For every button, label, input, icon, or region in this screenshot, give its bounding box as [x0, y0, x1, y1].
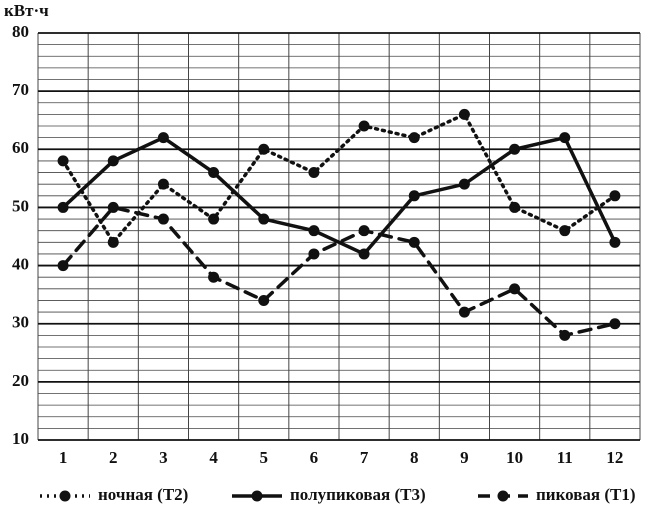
series-line — [61, 135, 617, 257]
x-tick-label: 9 — [460, 448, 469, 467]
data-point — [458, 306, 470, 318]
data-point — [609, 318, 621, 330]
data-point — [308, 225, 320, 237]
data-point — [458, 108, 470, 120]
x-tick-label: 6 — [310, 448, 319, 467]
y-tick-label: 80 — [12, 22, 29, 41]
data-point — [408, 132, 420, 144]
y-tick-label: 20 — [12, 371, 29, 390]
y-tick-label: 40 — [12, 254, 29, 273]
data-point — [107, 201, 119, 213]
data-point — [57, 260, 69, 272]
y-tick-label: 10 — [12, 429, 29, 448]
data-point — [509, 283, 521, 295]
x-tick-label: 12 — [606, 448, 623, 467]
x-tick-label: 7 — [360, 448, 369, 467]
data-point — [408, 236, 420, 248]
legend-label: ночная (Т2) — [98, 485, 188, 504]
data-point — [258, 294, 270, 306]
legend-marker — [497, 490, 509, 502]
data-point — [308, 167, 320, 179]
data-point — [57, 155, 69, 167]
data-point — [609, 236, 621, 248]
x-tick-label: 4 — [209, 448, 218, 467]
x-tick-label: 2 — [109, 448, 118, 467]
data-point — [157, 213, 169, 225]
y-tick-label: 70 — [12, 80, 29, 99]
data-point — [358, 120, 370, 132]
data-point — [208, 213, 220, 225]
data-point — [258, 143, 270, 155]
data-point — [509, 201, 521, 213]
data-point — [358, 248, 370, 260]
legend-marker — [59, 490, 71, 502]
y-tick-label: 50 — [12, 196, 29, 215]
data-point — [609, 190, 621, 202]
data-point — [107, 155, 119, 167]
y-tick-label: 30 — [12, 313, 29, 332]
data-point — [509, 143, 521, 155]
data-point — [57, 201, 69, 213]
x-tick-label: 5 — [260, 448, 269, 467]
data-point — [208, 271, 220, 283]
x-tick-label: 1 — [59, 448, 68, 467]
data-point — [258, 213, 270, 225]
data-point — [408, 190, 420, 202]
data-point — [358, 225, 370, 237]
data-point — [157, 178, 169, 190]
series-line — [61, 205, 617, 338]
series-line — [61, 112, 617, 246]
data-point — [559, 329, 571, 341]
data-point — [308, 248, 320, 260]
x-tick-label: 3 — [159, 448, 168, 467]
y-tick-label: 60 — [12, 138, 29, 157]
legend-label: полупиковая (Т3) — [290, 485, 426, 504]
x-tick-label: 8 — [410, 448, 419, 467]
data-point — [208, 167, 220, 179]
data-point — [559, 132, 571, 144]
legend-label: пиковая (Т1) — [536, 485, 636, 504]
data-point — [458, 178, 470, 190]
data-point — [559, 225, 571, 237]
y-axis-label: кВт·ч — [4, 1, 49, 20]
data-point — [107, 236, 119, 248]
legend-marker — [251, 490, 263, 502]
x-tick-label: 11 — [557, 448, 573, 467]
x-tick-label: 10 — [506, 448, 523, 467]
data-point — [157, 132, 169, 144]
